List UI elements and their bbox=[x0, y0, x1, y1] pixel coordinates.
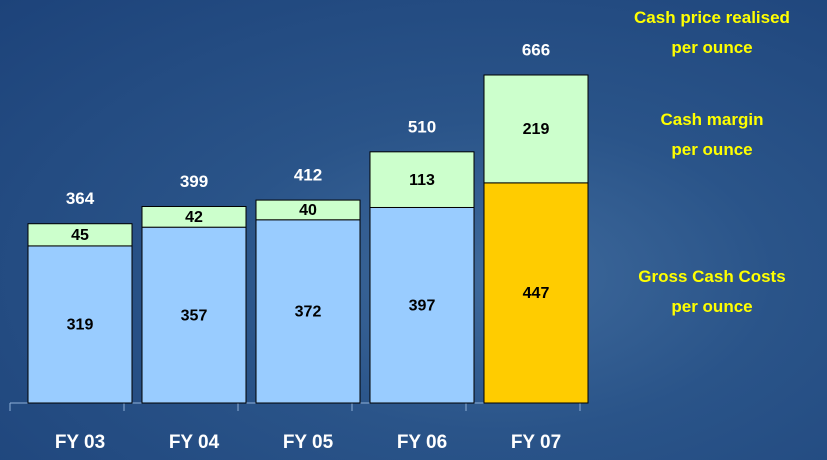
value-label: 219 bbox=[523, 121, 550, 138]
value-label: 113 bbox=[409, 172, 435, 189]
value-label: 447 bbox=[523, 285, 550, 302]
legend-label: Cash margin per ounce bbox=[592, 105, 827, 165]
value-label: 40 bbox=[299, 202, 317, 219]
x-tick-label: FY 06 bbox=[397, 432, 447, 453]
value-label: 45 bbox=[71, 227, 89, 244]
total-label: 666 bbox=[522, 40, 550, 59]
x-tick-label: FY 03 bbox=[55, 432, 105, 453]
x-tick-label: FY 04 bbox=[169, 432, 220, 453]
total-label: 510 bbox=[408, 117, 436, 136]
legend-label: Gross Cash Costs per ounce bbox=[592, 262, 827, 322]
value-label: 319 bbox=[67, 317, 94, 334]
value-label: 42 bbox=[185, 209, 203, 226]
value-label: 397 bbox=[409, 297, 436, 314]
total-label: 399 bbox=[180, 172, 208, 191]
x-tick-label: FY 05 bbox=[283, 432, 334, 453]
slide: 319 45 364 FY 03 357 42 399 FY 04 372 40 412 FY 05 3… bbox=[0, 0, 827, 460]
value-label: 357 bbox=[181, 307, 208, 324]
x-tick-label: FY 07 bbox=[511, 432, 561, 453]
chart: 319 45 364 FY 03 357 42 399 FY 04 372 40 412 FY 05 3… bbox=[0, 0, 827, 460]
value-label: 372 bbox=[295, 304, 322, 321]
total-label: 412 bbox=[294, 166, 322, 185]
legend-label: Cash price realised per ounce bbox=[592, 3, 827, 63]
total-label: 364 bbox=[66, 189, 95, 208]
